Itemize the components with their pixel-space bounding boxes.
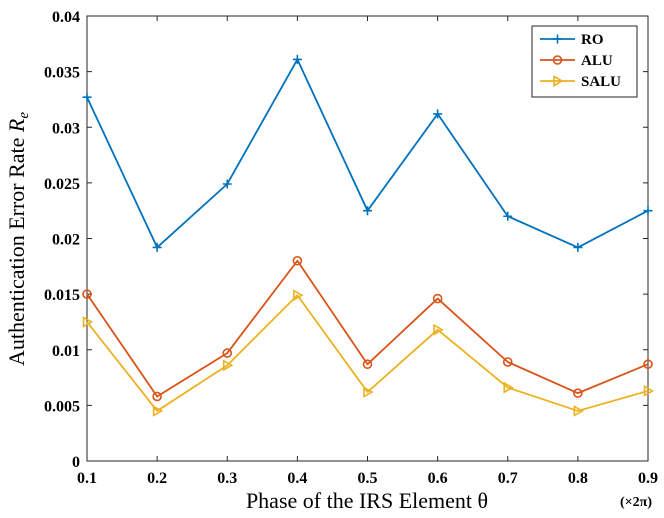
series-salu-point [433,323,444,336]
series-alu-point [573,388,583,398]
series-salu-point [363,386,374,398]
series-ro-point [433,109,443,119]
x-unit-note: (×2π) [620,495,652,510]
series-ro-point [363,206,372,216]
series-alu-line [86,259,649,398]
series-alu-point [82,289,92,299]
legend-box [531,25,638,98]
legend-marker-salu [553,75,564,87]
series-ro-point [573,242,583,252]
series-alu [82,255,653,402]
y-tick-label: 0.005 [44,398,80,415]
series-salu-point [222,359,234,372]
series-alu-point [152,391,162,402]
series-ro [82,54,653,252]
series-salu-point [82,316,94,328]
y-tick-label: 0.015 [44,287,80,304]
y-tick-label: 0.035 [44,65,80,82]
series-alu-point [502,357,513,367]
legend-label-ro: RO [581,32,604,48]
y-tick-label: 0.03 [52,120,80,137]
series-alu-point [643,359,653,370]
series-ro-point [82,92,92,102]
series-alu-point [432,293,443,304]
series-ro-point [152,242,162,252]
series-salu-point [643,385,655,397]
x-tick-label: 0.5 [358,470,378,487]
series-ro-point [643,206,653,216]
y-tick-label: 0.02 [52,232,80,249]
series-alu-point [292,255,303,266]
y-tick-label: 0.025 [44,176,80,193]
y-tick-label: 0.01 [52,343,80,360]
y-tick-label: 0.04 [52,9,80,26]
x-axis-label: Phase of the IRS Element θ [246,488,488,513]
x-tick-label: 0.9 [638,470,658,487]
series-alu-point [222,348,233,358]
legend-marker-alu [552,55,563,65]
x-tick-label: 0.4 [287,470,307,487]
legend-label-alu: ALU [581,53,613,69]
series-ro-point [222,179,232,189]
series-ro-point [292,54,302,64]
legend-label-salu: SALU [581,74,621,90]
x-tick-label: 0.8 [568,470,588,487]
series-ro-point [503,211,513,221]
x-tick-label: 0.7 [498,470,518,487]
series-salu [82,289,655,417]
y-tick-label: 0 [72,454,80,471]
legend: RO ALU SALU [531,25,638,98]
series-salu-point [503,381,514,394]
series-salu-point [573,405,585,417]
series-salu-line [86,294,649,412]
y-axis-label: Authentication Error Rate Re [4,112,32,366]
x-tick-label: 0.1 [77,470,97,487]
series-salu-point [293,289,304,302]
series-alu-point [362,359,373,370]
series-salu-point [152,405,164,417]
x-tick-label: 0.6 [428,470,448,487]
legend-marker-ro [553,34,562,44]
x-tick-label: 0.2 [147,470,167,487]
x-tick-label: 0.3 [217,470,237,487]
